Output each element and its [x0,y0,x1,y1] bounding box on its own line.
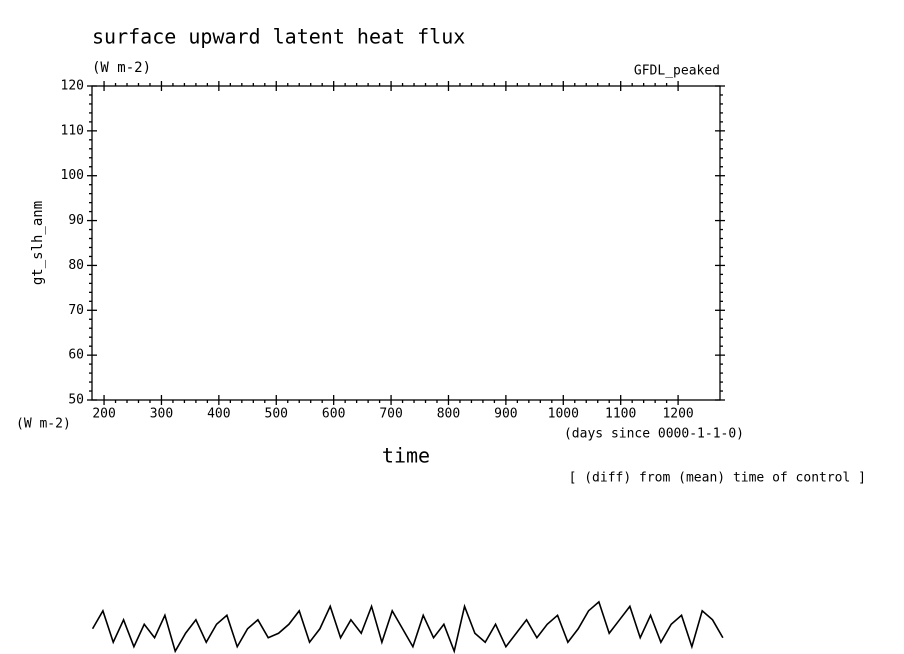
y-tick-label: 100 [61,168,84,183]
y-tick-label: 70 [68,303,84,318]
note: [ (diff) from (mean) time of control ] [569,471,866,486]
plot-frame [91,85,721,401]
x-tick-label: 1000 [548,407,579,422]
x-tick-label: 1100 [605,407,636,422]
y-tick-label: 50 [68,393,84,408]
y-tick-label: 80 [68,258,84,273]
y-axis-label: gt_slh_anm [30,201,46,285]
x-tick-label: 1200 [662,407,693,422]
annotation: GFDL_peaked [634,64,720,79]
x-tick-label: 500 [265,407,288,422]
x-tick-label: 600 [322,407,345,422]
x-axis-label: time [382,444,430,468]
y-tick-label: 90 [68,213,84,228]
x-tick-label: 200 [92,407,115,422]
x-units: (days since 0000-1-1-0) [564,427,744,442]
subtitle: (W m-2) [92,60,151,76]
x-tick-label: 400 [207,407,230,422]
y-tick-label: 120 [61,79,84,94]
x-tick-label: 700 [379,407,402,422]
x-tick-label: 900 [494,407,517,422]
x-tick-label: 800 [437,407,460,422]
y-tick-label: 110 [61,123,84,138]
y-units: (W m-2) [16,417,71,432]
data-line [91,600,724,654]
x-tick-label: 300 [150,407,173,422]
y-tick-label: 60 [68,348,84,363]
chart-title: surface upward latent heat flux [92,25,465,49]
